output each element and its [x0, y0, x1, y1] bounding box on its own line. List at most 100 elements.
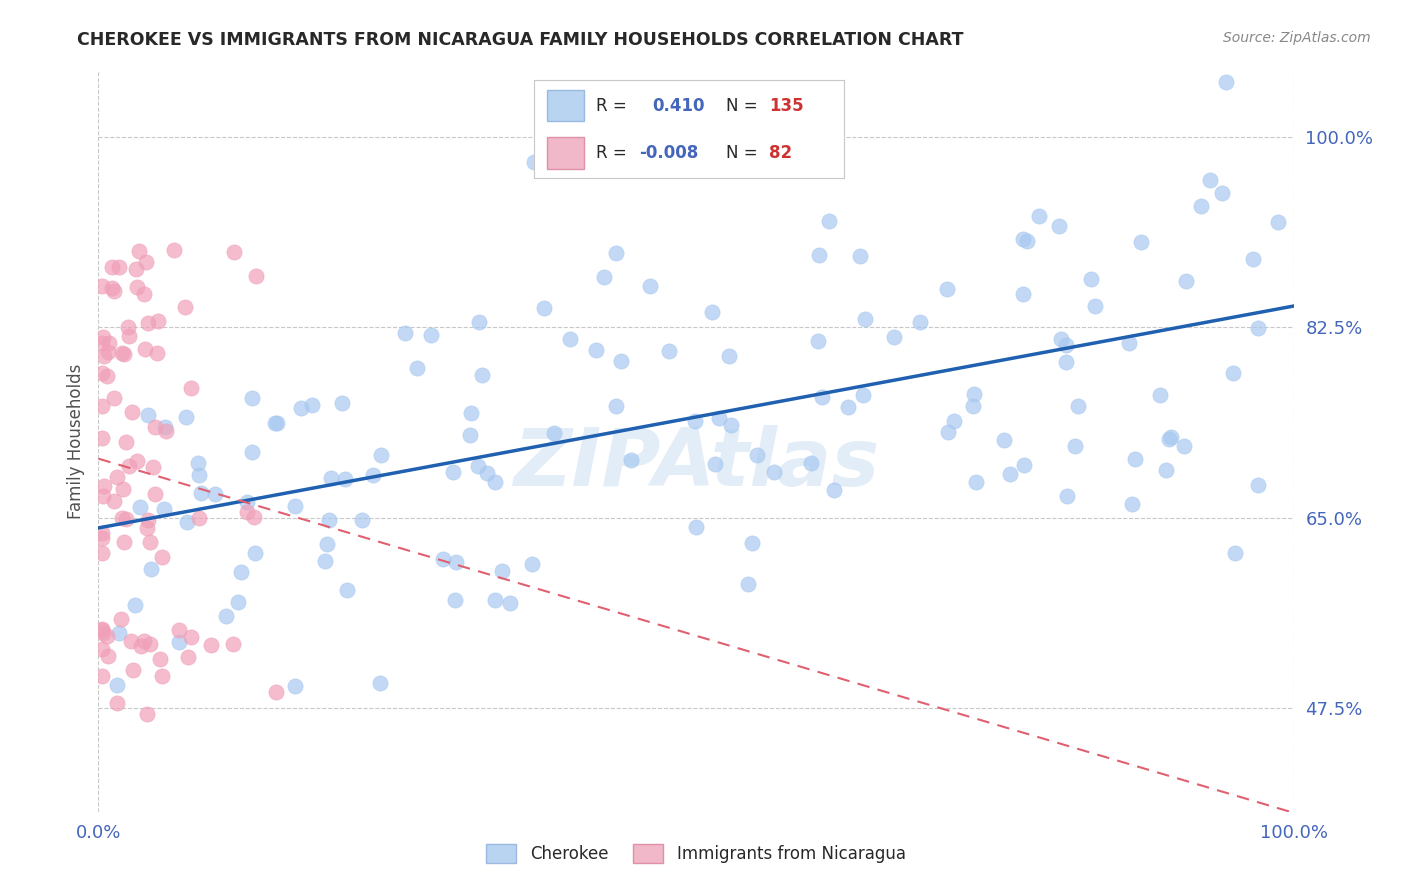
Point	[370, 448, 392, 462]
Point	[361, 468, 384, 483]
Point	[155, 425, 177, 439]
Point	[96, 345, 118, 359]
Point	[134, 287, 156, 301]
Point	[128, 244, 150, 259]
Point	[142, 459, 165, 474]
Point	[737, 577, 759, 591]
Point	[1241, 252, 1264, 266]
Point	[91, 525, 114, 540]
Point	[700, 304, 723, 318]
Point	[96, 368, 118, 383]
Point	[837, 400, 859, 414]
Point	[460, 427, 482, 442]
Point	[585, 343, 607, 358]
Point	[118, 329, 141, 343]
Point	[908, 315, 931, 329]
Point	[93, 489, 115, 503]
Point	[91, 625, 114, 640]
Point	[167, 623, 190, 637]
Point	[240, 391, 263, 405]
Point	[849, 249, 872, 263]
Point	[1130, 235, 1153, 249]
Point	[1160, 430, 1182, 444]
Point	[245, 268, 267, 283]
Point	[135, 521, 157, 535]
Point	[301, 399, 323, 413]
Point	[110, 612, 132, 626]
Point	[114, 434, 136, 449]
Point	[180, 381, 202, 395]
Point	[471, 368, 494, 382]
Point	[1056, 355, 1078, 369]
Point	[330, 396, 353, 410]
Point	[993, 434, 1015, 448]
Point	[91, 623, 114, 637]
Point	[1189, 199, 1212, 213]
Point	[111, 511, 134, 525]
Point	[290, 401, 312, 415]
Point	[1215, 75, 1237, 89]
Point	[153, 501, 176, 516]
Point	[1028, 210, 1050, 224]
Point	[543, 426, 565, 441]
Point	[818, 213, 841, 227]
Point	[136, 316, 159, 330]
Point	[229, 565, 252, 579]
Point	[264, 416, 287, 430]
Point	[683, 414, 706, 428]
Point	[176, 649, 198, 664]
Point	[91, 399, 114, 413]
Point	[105, 470, 128, 484]
Point	[105, 678, 128, 692]
Point	[1246, 478, 1268, 492]
Point	[145, 346, 167, 360]
Text: 135: 135	[769, 97, 804, 115]
Point	[91, 642, 114, 657]
Bar	[547, 137, 583, 169]
Point	[658, 343, 681, 358]
Point	[962, 399, 984, 413]
Point	[91, 279, 114, 293]
Point	[101, 260, 124, 275]
Point	[129, 500, 152, 514]
Point	[173, 300, 195, 314]
Point	[1012, 232, 1035, 246]
Point	[1225, 545, 1247, 559]
Text: -0.008: -0.008	[640, 144, 699, 161]
Point	[444, 555, 467, 569]
Point	[187, 468, 209, 483]
Point	[533, 301, 555, 315]
Point	[135, 255, 157, 269]
Point	[112, 347, 135, 361]
Point	[936, 425, 959, 439]
Point	[319, 471, 342, 485]
Text: R =: R =	[596, 144, 627, 161]
Point	[467, 458, 489, 473]
Point	[222, 637, 245, 651]
Point	[235, 505, 257, 519]
Bar	[547, 90, 583, 121]
Point	[1123, 451, 1146, 466]
Point	[284, 499, 307, 513]
Point	[883, 330, 905, 344]
Point	[935, 282, 957, 296]
Point	[163, 243, 186, 257]
Point	[335, 472, 357, 486]
Point	[620, 453, 643, 467]
Point	[316, 537, 339, 551]
Point	[491, 564, 513, 578]
Point	[1067, 399, 1090, 413]
Point	[852, 387, 875, 401]
Point	[685, 520, 707, 534]
Point	[1247, 321, 1270, 335]
Point	[460, 406, 482, 420]
Point	[226, 595, 249, 609]
Point	[807, 248, 830, 262]
Point	[962, 386, 984, 401]
Point	[1080, 271, 1102, 285]
Point	[747, 448, 769, 462]
Point	[284, 679, 307, 693]
Point	[124, 598, 146, 612]
Point	[1267, 215, 1289, 229]
Point	[1157, 432, 1180, 446]
